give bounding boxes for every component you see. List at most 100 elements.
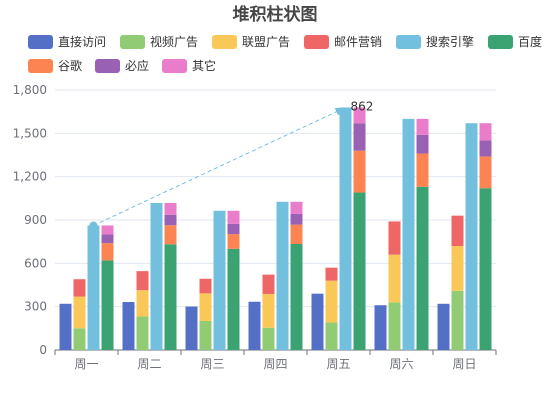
bar-segment bbox=[164, 225, 177, 245]
legend-swatch bbox=[120, 35, 145, 49]
bar-segment bbox=[136, 271, 149, 291]
legend-swatch bbox=[488, 35, 513, 49]
bar-segment bbox=[150, 202, 163, 350]
x-tick-label: 周二 bbox=[137, 357, 161, 371]
bar-segment bbox=[101, 234, 114, 244]
bar-segment bbox=[101, 243, 114, 261]
markline-arrow bbox=[334, 107, 346, 116]
bar-segment bbox=[388, 221, 401, 255]
x-tick-label: 周三 bbox=[200, 357, 224, 371]
legend-swatch bbox=[304, 35, 329, 49]
markline-label: 862 bbox=[351, 99, 374, 113]
bar-segment bbox=[262, 274, 275, 294]
legend-swatch bbox=[28, 59, 53, 73]
bar-segment bbox=[122, 302, 135, 350]
legend-item[interactable]: 搜索引擎 bbox=[396, 34, 474, 49]
bar-segment bbox=[374, 305, 387, 350]
bar-segment bbox=[325, 267, 338, 281]
bar-segment bbox=[416, 153, 429, 187]
bar-segment bbox=[101, 260, 114, 350]
bar-segment bbox=[416, 134, 429, 154]
x-tick-label: 周一 bbox=[74, 357, 98, 371]
legend-item[interactable]: 直接访问 bbox=[28, 34, 106, 49]
bar-segment bbox=[451, 290, 464, 350]
bar-segment bbox=[227, 234, 240, 249]
legend-swatch bbox=[95, 59, 120, 73]
legend-swatch bbox=[212, 35, 237, 49]
legend-item[interactable]: 必应 bbox=[95, 58, 149, 73]
legend-label: 搜索引擎 bbox=[426, 34, 474, 49]
bar-segment bbox=[59, 303, 72, 350]
bar-segment bbox=[185, 306, 198, 350]
bar-segment bbox=[353, 107, 366, 124]
bar-segment bbox=[136, 316, 149, 350]
legend-item[interactable]: 其它 bbox=[162, 58, 216, 73]
legend-label: 谷歌 bbox=[58, 58, 82, 73]
legend-label: 邮件营销 bbox=[334, 35, 382, 49]
bar-segment bbox=[73, 296, 86, 329]
bar-segment bbox=[416, 186, 429, 350]
bar-segment bbox=[248, 301, 261, 350]
bar-segment bbox=[465, 123, 478, 350]
grid-lines bbox=[55, 89, 496, 308]
legend-item[interactable]: 邮件营销 bbox=[304, 35, 382, 49]
legend-swatch bbox=[162, 59, 187, 73]
legend-item[interactable]: 视频广告 bbox=[120, 34, 198, 49]
bar-segment bbox=[87, 225, 100, 350]
legend-item[interactable]: 百度 bbox=[488, 34, 542, 49]
legend-swatch bbox=[28, 35, 53, 49]
bar-segment bbox=[339, 107, 352, 350]
bar-segment bbox=[311, 293, 324, 350]
bar-segment bbox=[290, 213, 303, 225]
bar-segment bbox=[164, 214, 177, 226]
bar-segment bbox=[262, 327, 275, 350]
bar-segment bbox=[290, 243, 303, 350]
y-tick-label: 0 bbox=[39, 343, 47, 357]
bar-segment bbox=[262, 293, 275, 328]
legend-item[interactable]: 联盟广告 bbox=[212, 35, 290, 49]
markline-line bbox=[93, 107, 346, 226]
bar-segment bbox=[199, 278, 212, 294]
bar-segment bbox=[416, 118, 429, 135]
bar-segment bbox=[479, 140, 492, 157]
legend-label: 联盟广告 bbox=[242, 35, 290, 49]
x-tick-label: 周四 bbox=[263, 357, 287, 371]
y-tick-label: 900 bbox=[24, 213, 47, 227]
x-tick-label: 周五 bbox=[326, 357, 350, 371]
legend-item[interactable]: 谷歌 bbox=[28, 58, 82, 73]
bar-segment bbox=[437, 303, 450, 350]
bar-segment bbox=[101, 225, 114, 235]
legend-label: 其它 bbox=[192, 58, 216, 73]
bar-segment bbox=[451, 215, 464, 246]
x-tick-label: 周日 bbox=[452, 357, 476, 371]
bar-segment bbox=[73, 279, 86, 297]
bar-segment bbox=[227, 210, 240, 224]
bar-segment bbox=[136, 290, 149, 317]
bar-segment bbox=[479, 188, 492, 350]
y-tick-label: 1,800 bbox=[13, 83, 47, 97]
bar-segment bbox=[199, 320, 212, 350]
x-tick-label: 周六 bbox=[389, 357, 413, 371]
bar-segment bbox=[199, 293, 212, 321]
bar-segment bbox=[388, 302, 401, 350]
y-tick-label: 600 bbox=[24, 256, 47, 270]
legend-label: 百度 bbox=[518, 34, 542, 49]
bar-segment bbox=[290, 224, 303, 244]
bar-segment bbox=[227, 223, 240, 235]
bar-segment bbox=[290, 201, 303, 214]
bar-segment bbox=[213, 210, 226, 350]
bar-segment bbox=[388, 254, 401, 303]
legend-swatch bbox=[396, 35, 421, 49]
y-tick-label: 300 bbox=[24, 300, 47, 314]
chart-title: 堆积柱状图 bbox=[233, 4, 318, 25]
bar-segment bbox=[227, 248, 240, 350]
bar-segment bbox=[479, 156, 492, 189]
legend-label: 视频广告 bbox=[150, 34, 198, 49]
y-tick-label: 1,500 bbox=[13, 126, 47, 140]
bar-segment bbox=[164, 244, 177, 350]
bar-segment bbox=[73, 328, 86, 350]
bar-segment bbox=[353, 192, 366, 350]
bar-segment bbox=[353, 150, 366, 193]
